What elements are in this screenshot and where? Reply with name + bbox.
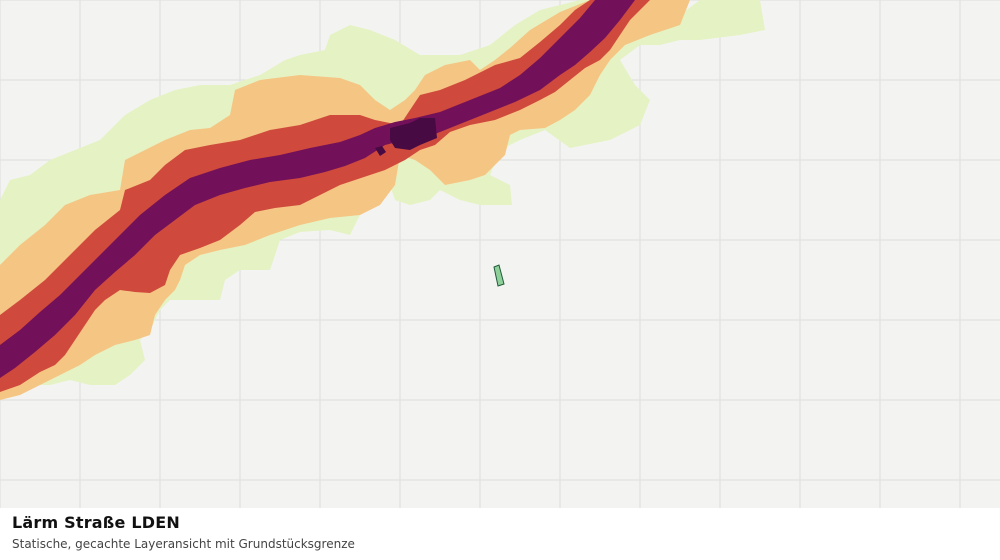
map-canvas[interactable]	[0, 0, 1000, 508]
noise-band-highest	[375, 118, 437, 156]
noise-band-high	[0, 0, 635, 378]
map-caption: Lärm Straße LDEN Statische, gecachte Lay…	[0, 508, 1000, 560]
map-subtitle: Statische, gecachte Layeransicht mit Gru…	[12, 537, 355, 551]
parcel-boundary[interactable]	[493, 264, 505, 287]
noise-map	[0, 0, 1000, 508]
map-title: Lärm Straße LDEN	[12, 513, 180, 532]
